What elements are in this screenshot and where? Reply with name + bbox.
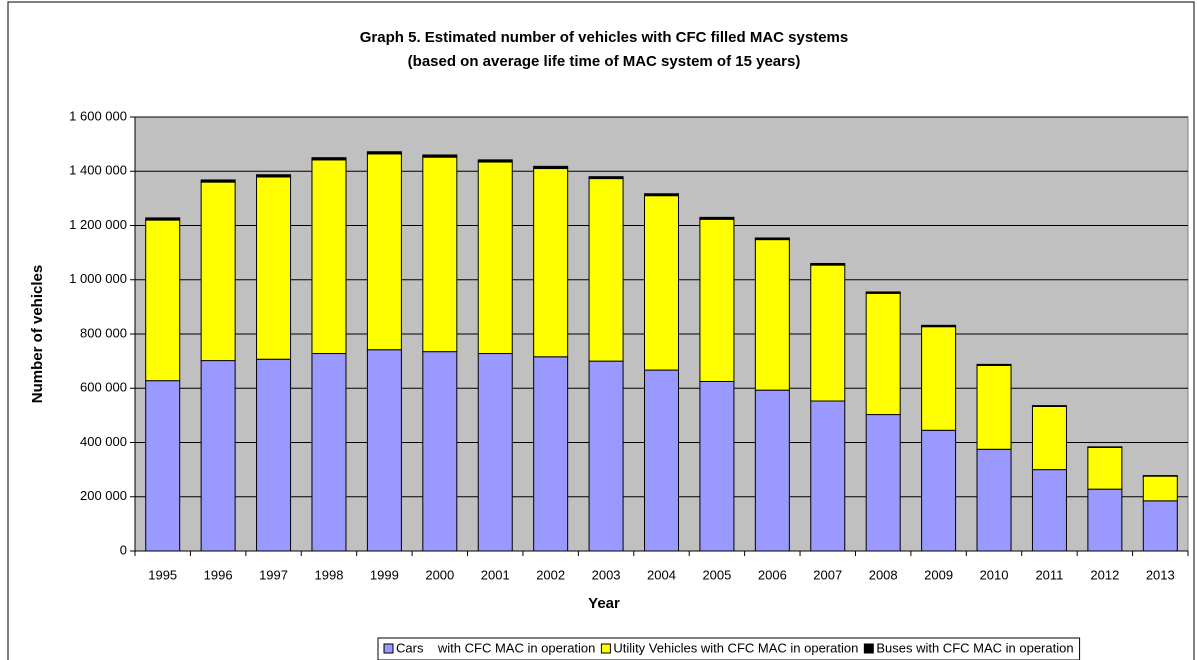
bar-segment: [810, 262, 846, 266]
legend-swatch: [383, 643, 394, 654]
x-tick-label: 2006: [758, 567, 787, 582]
bar-segment: [256, 174, 292, 178]
y-axis-label: Number of vehicles: [29, 265, 46, 403]
y-tick-label: 1 400 000: [69, 163, 127, 178]
bar-segment: [533, 356, 569, 552]
x-tick-label: 2008: [869, 567, 898, 582]
bar-segment: [754, 239, 790, 391]
x-tick-label: 2012: [1090, 567, 1119, 582]
x-tick-label: 2003: [592, 567, 621, 582]
x-tick-label: 1999: [370, 567, 399, 582]
legend-swatch: [863, 643, 874, 654]
x-tick-label: 2002: [536, 567, 565, 582]
bar-segment: [921, 326, 957, 431]
bar-segment: [366, 349, 402, 552]
legend-label: Utility Vehicles with CFC MAC in operati…: [613, 640, 858, 655]
y-tick-label: 1 200 000: [69, 217, 127, 232]
legend-label: Buses with CFC MAC in operation: [876, 640, 1073, 655]
x-tick-label: 1995: [148, 567, 177, 582]
bar-segment: [145, 380, 181, 552]
y-tick-label: 0: [120, 542, 127, 557]
bar-segment: [588, 176, 624, 180]
bar-segment: [256, 176, 292, 360]
x-tick-label: 2009: [924, 567, 953, 582]
bar-segment: [588, 360, 624, 552]
bar-segment: [921, 429, 957, 552]
bar-segment: [422, 351, 458, 552]
bar-segment: [865, 292, 901, 416]
bar-segment: [256, 358, 292, 552]
bar-segment: [477, 353, 513, 552]
y-tick-label: 600 000: [80, 380, 127, 395]
bar-segment: [1142, 475, 1178, 477]
bar-segment: [533, 165, 569, 170]
x-tick-label: 2011: [1035, 567, 1063, 582]
bar-segment: [477, 159, 513, 163]
bar-segment: [200, 179, 236, 183]
y-tick-label: 200 000: [80, 488, 127, 503]
bar-segment: [366, 153, 402, 351]
bar-segment: [200, 181, 236, 362]
x-axis-label: Year: [588, 595, 620, 612]
bar-segment: [1087, 488, 1123, 552]
bar-segment: [976, 363, 1012, 366]
x-tick-label: 2001: [481, 567, 510, 582]
bar-segment: [699, 216, 735, 220]
legend: [377, 637, 1081, 660]
bar-segment: [754, 389, 790, 552]
y-tick-label: 1 000 000: [69, 271, 127, 286]
bar-segment: [366, 151, 402, 155]
x-tick-label: 2010: [980, 567, 1009, 582]
bar-segment: [699, 218, 735, 382]
bar-segment: [644, 193, 679, 197]
x-tick-label: 2013: [1146, 567, 1175, 582]
bar-segment: [1087, 446, 1123, 490]
y-tick-label: 1 600 000: [69, 108, 127, 123]
y-tick-label: 400 000: [80, 434, 127, 449]
legend-swatch: [600, 643, 611, 654]
chart-subtitle: (based on average life time of MAC syste…: [408, 53, 801, 70]
bar-segment: [810, 400, 846, 552]
x-tick-label: 1996: [204, 567, 233, 582]
x-tick-label: 1998: [315, 567, 344, 582]
bar-segment: [976, 364, 1012, 450]
chart-title: Graph 5. Estimated number of vehicles wi…: [360, 29, 848, 46]
bar-segment: [422, 154, 458, 158]
bar-segment: [644, 195, 679, 371]
legend-label: Cars with CFC MAC in operation: [396, 640, 595, 655]
bar-segment: [1031, 405, 1067, 407]
x-tick-label: 2005: [702, 567, 731, 582]
bar-segment: [145, 219, 181, 382]
bar-segment: [644, 369, 679, 552]
bar-segment: [1087, 446, 1123, 448]
bar-segment: [865, 414, 901, 552]
bar-segment: [754, 237, 790, 241]
bar-segment: [145, 217, 181, 221]
bar-segment: [1031, 469, 1067, 552]
bar-segment: [699, 380, 735, 552]
bar-segment: [810, 264, 846, 402]
bar-segment: [1142, 500, 1178, 552]
bar-segment: [588, 178, 624, 362]
bar-segment: [311, 353, 347, 552]
x-tick-label: 1997: [259, 567, 288, 582]
x-tick-label: 2004: [647, 567, 676, 582]
x-tick-label: 2000: [425, 567, 454, 582]
y-tick-label: 800 000: [80, 325, 127, 340]
bar-segment: [311, 159, 347, 355]
x-tick-label: 2007: [813, 567, 842, 582]
bar-segment: [422, 156, 458, 353]
bar-segment: [311, 157, 347, 161]
bar-segment: [200, 360, 236, 552]
bar-segment: [477, 161, 513, 355]
bar-segment: [533, 168, 569, 358]
bar-segment: [865, 291, 901, 294]
bar-segment: [1031, 405, 1067, 471]
bar-segment: [1142, 475, 1178, 502]
bar-segment: [976, 448, 1012, 552]
bar-segment: [921, 324, 957, 328]
